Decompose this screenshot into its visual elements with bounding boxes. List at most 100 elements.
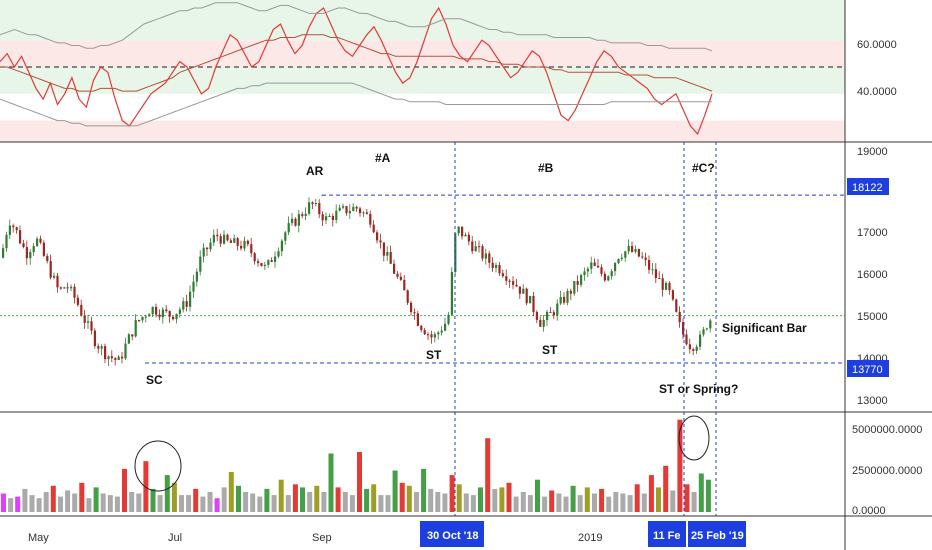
candle bbox=[433, 331, 436, 343]
volume-bar bbox=[357, 452, 362, 512]
candle bbox=[97, 343, 100, 354]
candle bbox=[100, 344, 103, 356]
volume-bar bbox=[435, 492, 441, 512]
candle bbox=[410, 300, 413, 316]
candle bbox=[270, 257, 273, 263]
candle bbox=[665, 281, 668, 291]
candle bbox=[661, 273, 664, 297]
candle bbox=[413, 308, 416, 320]
volume-bar bbox=[335, 487, 341, 512]
candle bbox=[301, 211, 304, 219]
volume-bar bbox=[527, 495, 533, 512]
level-label-18122: 18122 bbox=[852, 182, 883, 194]
candle bbox=[49, 254, 52, 280]
candle bbox=[692, 347, 695, 356]
candle bbox=[138, 319, 141, 323]
volume-bar bbox=[570, 485, 576, 512]
candle bbox=[39, 235, 42, 245]
volume-bar bbox=[114, 496, 120, 512]
volume-bar bbox=[271, 495, 277, 512]
volume-bar bbox=[164, 475, 170, 512]
candle bbox=[206, 247, 209, 256]
price-tick-15000: 15000 bbox=[857, 311, 888, 323]
candle bbox=[328, 213, 331, 218]
candle bbox=[277, 247, 280, 259]
candle bbox=[178, 306, 181, 318]
volume-bar bbox=[314, 485, 320, 512]
price-tick-19000: 19000 bbox=[857, 146, 888, 158]
candle bbox=[175, 313, 178, 324]
volume-bar bbox=[485, 438, 491, 512]
candle bbox=[352, 203, 355, 212]
volume-bar bbox=[549, 490, 555, 512]
level-badge-18122 bbox=[847, 178, 889, 195]
candle bbox=[484, 248, 487, 265]
candle bbox=[12, 223, 15, 233]
candle bbox=[90, 316, 93, 335]
annotation-a: #A bbox=[375, 151, 391, 165]
candle bbox=[331, 213, 334, 227]
candle bbox=[59, 286, 62, 291]
volume-bar bbox=[186, 495, 192, 512]
volume-bar bbox=[43, 492, 49, 512]
candle bbox=[291, 213, 294, 226]
volume-bar bbox=[15, 496, 21, 512]
candle bbox=[573, 280, 576, 296]
annotation-c: #C? bbox=[692, 161, 715, 175]
volume-bar bbox=[79, 482, 85, 512]
candle bbox=[427, 332, 430, 340]
candle bbox=[549, 307, 552, 313]
volume-bar bbox=[300, 487, 305, 512]
candle bbox=[651, 262, 654, 275]
volume-bar bbox=[705, 479, 711, 512]
volume-bar bbox=[520, 492, 526, 512]
candle bbox=[593, 258, 596, 267]
candle bbox=[474, 240, 477, 252]
volume-bar bbox=[179, 495, 184, 512]
candle bbox=[682, 318, 685, 340]
candle bbox=[406, 289, 409, 306]
candle bbox=[250, 237, 253, 258]
candle bbox=[467, 231, 470, 246]
candle bbox=[182, 297, 185, 313]
osc-bands bbox=[0, 0, 845, 142]
candle bbox=[131, 334, 134, 341]
candle bbox=[42, 240, 45, 257]
candle bbox=[685, 329, 688, 346]
volume-bar bbox=[627, 495, 633, 512]
annotation-st-or-spring: ST or Spring? bbox=[659, 382, 738, 396]
candle bbox=[678, 306, 681, 328]
candle bbox=[267, 259, 270, 268]
candle bbox=[2, 244, 5, 259]
candle bbox=[607, 275, 610, 282]
candle bbox=[386, 246, 389, 261]
candle bbox=[416, 310, 419, 327]
candle bbox=[617, 258, 620, 265]
volume-bar bbox=[371, 484, 377, 512]
candle bbox=[641, 251, 644, 259]
volume-bar bbox=[563, 496, 569, 512]
candle bbox=[134, 314, 137, 338]
volume-bar bbox=[535, 479, 540, 512]
candle bbox=[304, 207, 307, 221]
candle bbox=[546, 309, 549, 327]
volume-tick-2-5m: 2500000.0000 bbox=[852, 465, 922, 477]
candle bbox=[287, 216, 290, 236]
candle bbox=[631, 241, 634, 253]
volume-bar bbox=[421, 468, 427, 512]
candle bbox=[478, 240, 481, 253]
annotation-st-2: ST bbox=[542, 343, 558, 357]
candle bbox=[556, 299, 559, 321]
volume-bar bbox=[648, 475, 654, 512]
candle bbox=[25, 240, 28, 265]
volume-bar bbox=[307, 492, 313, 512]
candle bbox=[702, 326, 705, 337]
volume-bar bbox=[670, 490, 676, 512]
volume-bar bbox=[143, 461, 149, 512]
candle bbox=[5, 231, 8, 252]
candle bbox=[172, 316, 175, 321]
volume-tick-5m: 5000000.0000 bbox=[852, 424, 922, 436]
candle bbox=[699, 330, 702, 351]
candle bbox=[627, 239, 630, 255]
